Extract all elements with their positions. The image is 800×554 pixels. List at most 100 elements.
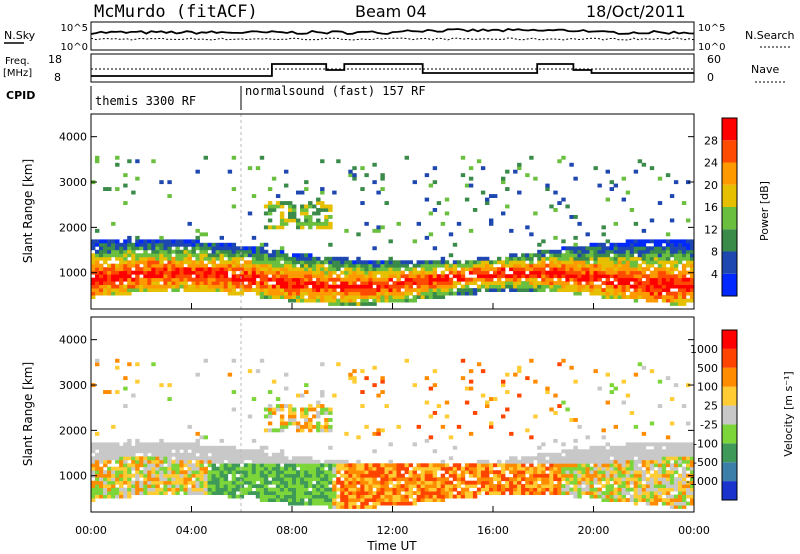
velocity-cell	[605, 459, 610, 464]
power-cell	[308, 295, 313, 299]
velocity-cell	[119, 491, 124, 495]
velocity-cell	[521, 459, 526, 464]
velocity-cell	[95, 456, 100, 461]
power-cell	[569, 270, 574, 275]
power-cell	[179, 253, 184, 258]
power-cell	[609, 246, 614, 251]
velocity-cell	[183, 487, 188, 492]
power-cell	[308, 204, 313, 209]
velocity-cell	[633, 470, 639, 475]
power-cell	[549, 270, 554, 275]
velocity-cell	[275, 466, 281, 471]
power-cell	[123, 274, 128, 279]
power-cell	[263, 256, 269, 261]
velocity-cell	[649, 466, 655, 471]
velocity-cell	[300, 466, 305, 471]
power-cell	[288, 298, 293, 303]
velocity-cell	[227, 459, 233, 464]
velocity-cell	[577, 466, 582, 471]
velocity-cell	[637, 459, 643, 464]
power-cell	[95, 242, 100, 247]
power-cell	[545, 284, 550, 289]
velocity-cell	[356, 494, 361, 499]
power-cell	[545, 263, 550, 268]
power-cell	[533, 267, 538, 272]
velocity-cell	[187, 459, 192, 464]
power-cell	[316, 284, 321, 289]
power-cell	[597, 260, 602, 265]
velocity-cell	[316, 473, 321, 478]
velocity-cell	[95, 431, 100, 436]
velocity-cell	[151, 484, 156, 488]
power-cell	[416, 263, 421, 268]
velocity-cell	[629, 473, 635, 478]
velocity-cell	[151, 449, 156, 454]
power-cell	[681, 267, 687, 272]
velocity-cell	[444, 414, 450, 419]
velocity-cell	[143, 487, 148, 492]
power-cell	[187, 284, 192, 289]
velocity-cell	[637, 470, 643, 475]
power-cell	[243, 284, 249, 289]
velocity-cell	[553, 452, 558, 457]
velocity-cell	[332, 487, 337, 492]
power-cell	[380, 267, 385, 272]
power-cell	[529, 155, 534, 160]
velocity-cell	[288, 473, 293, 478]
velocity-cell	[529, 484, 534, 488]
power-cell	[625, 281, 631, 285]
velocity-cell	[251, 452, 257, 457]
power-cell	[123, 246, 128, 251]
power-cell	[127, 253, 132, 258]
velocity-cell	[388, 487, 393, 492]
power-cell	[376, 190, 381, 195]
power-cell	[284, 277, 289, 282]
power-cell	[99, 284, 104, 289]
velocity-cell	[673, 498, 679, 502]
power-cell	[468, 263, 474, 268]
power-cell	[239, 249, 245, 254]
velocity-cell	[372, 477, 377, 482]
velocity-cell	[649, 442, 655, 447]
velocity-cell	[316, 484, 321, 488]
power-cell	[203, 288, 208, 292]
power-cell	[279, 221, 285, 226]
velocity-cell	[681, 501, 687, 506]
power-cell	[681, 263, 687, 268]
power-cell	[613, 263, 618, 268]
nave-tick-top: 60	[707, 53, 721, 66]
power-cell	[368, 267, 373, 272]
velocity-cell	[251, 491, 257, 495]
velocity-cell	[513, 477, 518, 482]
velocity-cell	[279, 456, 285, 461]
velocity-cell	[215, 484, 220, 488]
power-cell	[231, 270, 237, 275]
velocity-cell	[328, 428, 333, 433]
power-cell	[541, 274, 546, 279]
velocity-cell	[348, 480, 353, 485]
velocity-cell	[501, 470, 506, 475]
power-cell	[557, 159, 562, 164]
power-cell	[533, 263, 538, 268]
power-cell	[396, 263, 401, 268]
power-cell	[420, 288, 425, 292]
velocity-cell	[360, 480, 365, 485]
power-cell	[119, 253, 124, 258]
velocity-cell	[593, 459, 598, 464]
velocity-cell	[167, 397, 172, 401]
power-cell	[440, 295, 446, 299]
velocity-cell	[376, 498, 381, 502]
velocity-cell	[352, 501, 357, 506]
power-cell	[633, 260, 639, 265]
velocity-cell	[485, 466, 490, 471]
velocity-cell	[223, 470, 229, 475]
velocity-cell	[637, 477, 643, 482]
power-cell	[211, 270, 216, 275]
power-cell	[288, 256, 293, 261]
velocity-cell	[673, 501, 679, 506]
velocity-cell	[593, 449, 598, 454]
velocity-cell	[155, 459, 160, 464]
velocity-cell	[400, 487, 405, 492]
velocity-cell	[159, 463, 164, 468]
velocity-cell	[159, 456, 164, 461]
